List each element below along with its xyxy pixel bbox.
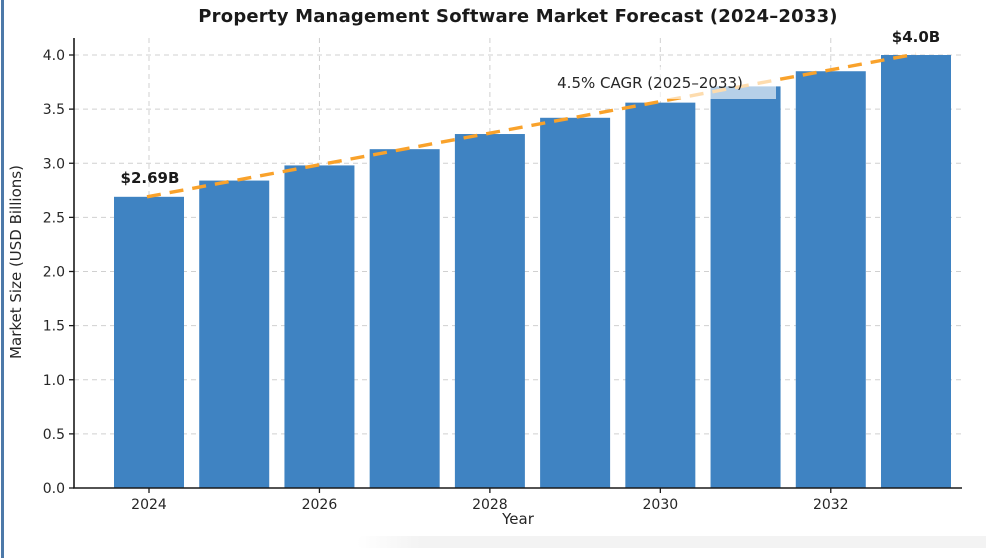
start-value-annotation: $2.69B: [120, 169, 180, 187]
y-tick-label: 2.5: [43, 210, 65, 226]
bar-2028: [454, 134, 525, 488]
bar-2029: [540, 117, 611, 488]
trend-line: [146, 52, 917, 199]
y-tick-label: 1.0: [43, 373, 65, 389]
bar-2027: [369, 149, 440, 489]
chart-title: Property Management Software Market Fore…: [198, 6, 838, 27]
y-axis-label: Market Size (USD Billions): [7, 165, 25, 359]
y-tick-label: 0.5: [43, 427, 65, 443]
tick-marks: [69, 54, 832, 493]
bar-2032: [795, 71, 866, 489]
y-tick-label: 1.5: [43, 319, 65, 335]
bar-2026: [284, 165, 355, 489]
y-tick-label: 0.0: [43, 481, 65, 497]
y-tick-label: 2.0: [43, 265, 65, 281]
bar-2025: [199, 180, 270, 488]
end-value-annotation: $4.0B: [891, 28, 941, 46]
tick-labels: 0.0 0.5 1.0 1.5 2.0 2.5 3.0 3.5 4.0 2024 2026 2028 2…: [43, 48, 849, 513]
bar-2030: [625, 102, 696, 488]
x-tick-label: 2024: [131, 497, 167, 513]
y-tick-label: 3.5: [43, 102, 65, 118]
x-tick-label: 2026: [302, 497, 338, 513]
x-axis-label: Year: [502, 510, 534, 528]
cagr-annotation: 4.5% CAGR (2025–2033): [524, 67, 776, 99]
bar-2031: [710, 86, 781, 488]
window-left-border: [1, 0, 4, 558]
footer-shadow-band: [357, 536, 986, 548]
x-tick-label: 2030: [643, 497, 679, 513]
bar-series: [114, 55, 951, 489]
x-tick-label: 2028: [472, 497, 508, 513]
y-tick-label: 3.0: [43, 156, 65, 172]
bar-2024: [114, 196, 184, 488]
y-tick-label: 4.0: [43, 48, 65, 64]
bar-2033: [881, 55, 951, 488]
x-tick-label: 2032: [813, 497, 849, 513]
